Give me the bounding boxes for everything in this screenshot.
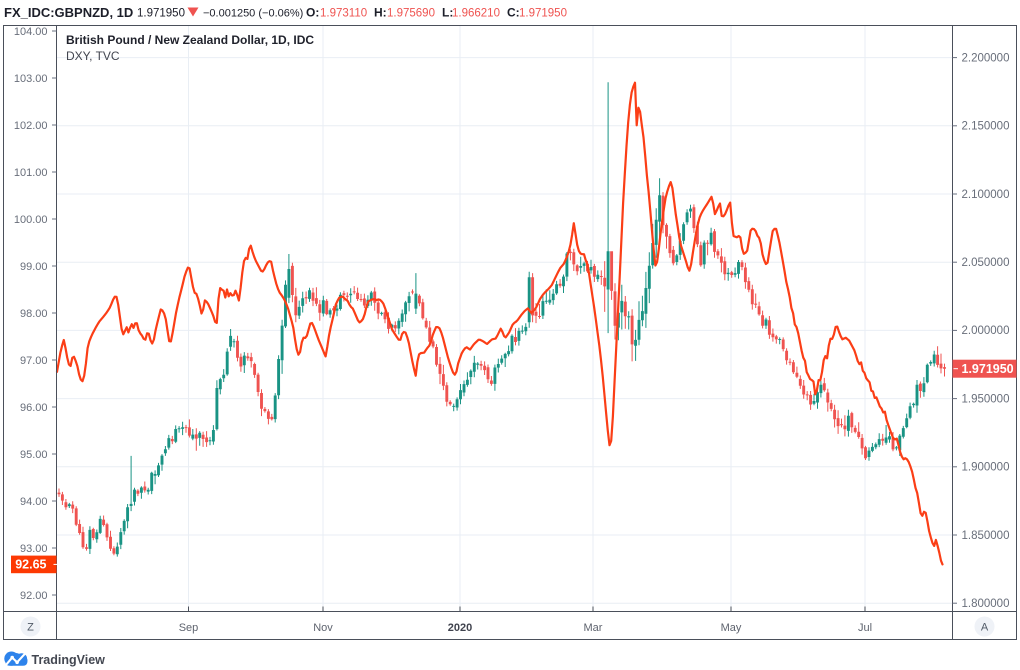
svg-text:92.65: 92.65 (15, 558, 46, 572)
svg-text:1.971950: 1.971950 (137, 8, 185, 20)
svg-text:104.00: 104.00 (14, 26, 48, 38)
svg-text:101.00: 101.00 (14, 167, 48, 179)
svg-text:96.00: 96.00 (20, 402, 48, 414)
svg-text:−0.001250 (−0.06%): −0.001250 (−0.06%) (203, 8, 303, 20)
svg-text:DXY, TVC: DXY, TVC (66, 49, 120, 63)
svg-text:2.050000: 2.050000 (962, 257, 1010, 269)
svg-text:British Pound / New Zealand Do: British Pound / New Zealand Dollar, 1D, … (66, 33, 314, 47)
svg-text:100.00: 100.00 (14, 214, 48, 226)
svg-text:92.00: 92.00 (20, 590, 48, 602)
svg-text:93.00: 93.00 (20, 543, 48, 555)
svg-text:102.00: 102.00 (14, 120, 48, 132)
svg-text:1.973110: 1.973110 (320, 8, 367, 20)
svg-text:95.00: 95.00 (20, 449, 48, 461)
svg-text:98.00: 98.00 (20, 308, 48, 320)
svg-text:1.850000: 1.850000 (962, 530, 1010, 542)
svg-text:Sep: Sep (179, 622, 199, 634)
svg-text:A: A (981, 622, 989, 634)
svg-text:1.950000: 1.950000 (962, 393, 1010, 405)
svg-text:2020: 2020 (448, 622, 472, 634)
svg-text:2.100000: 2.100000 (962, 189, 1010, 201)
svg-text:94.00: 94.00 (20, 496, 48, 508)
svg-text:TradingView: TradingView (32, 653, 106, 667)
svg-text:C:: C: (507, 6, 520, 20)
svg-text:97.00: 97.00 (20, 355, 48, 367)
svg-text:99.00: 99.00 (20, 261, 48, 273)
svg-text:1.800000: 1.800000 (962, 598, 1010, 610)
svg-text:1.966210: 1.966210 (452, 8, 500, 20)
svg-text:Nov: Nov (313, 622, 333, 634)
svg-text:1.975690: 1.975690 (387, 8, 435, 20)
svg-text:H:: H: (374, 6, 387, 20)
svg-text:O:: O: (306, 6, 319, 20)
svg-text:1.900000: 1.900000 (962, 462, 1010, 474)
svg-text:Jul: Jul (858, 622, 872, 634)
svg-text:2.150000: 2.150000 (962, 121, 1010, 133)
svg-text:2.000000: 2.000000 (962, 325, 1010, 337)
svg-text:2.200000: 2.200000 (962, 52, 1010, 64)
svg-text:Z: Z (27, 622, 34, 634)
svg-text:1.971950: 1.971950 (519, 8, 567, 20)
svg-text:Mar: Mar (584, 622, 603, 634)
svg-text:May: May (721, 622, 742, 634)
svg-text:1.971950: 1.971950 (962, 362, 1014, 376)
svg-text:FX_IDC:GBPNZD, 1D: FX_IDC:GBPNZD, 1D (4, 5, 133, 20)
svg-text:L:: L: (442, 6, 453, 20)
svg-text:103.00: 103.00 (14, 73, 48, 85)
